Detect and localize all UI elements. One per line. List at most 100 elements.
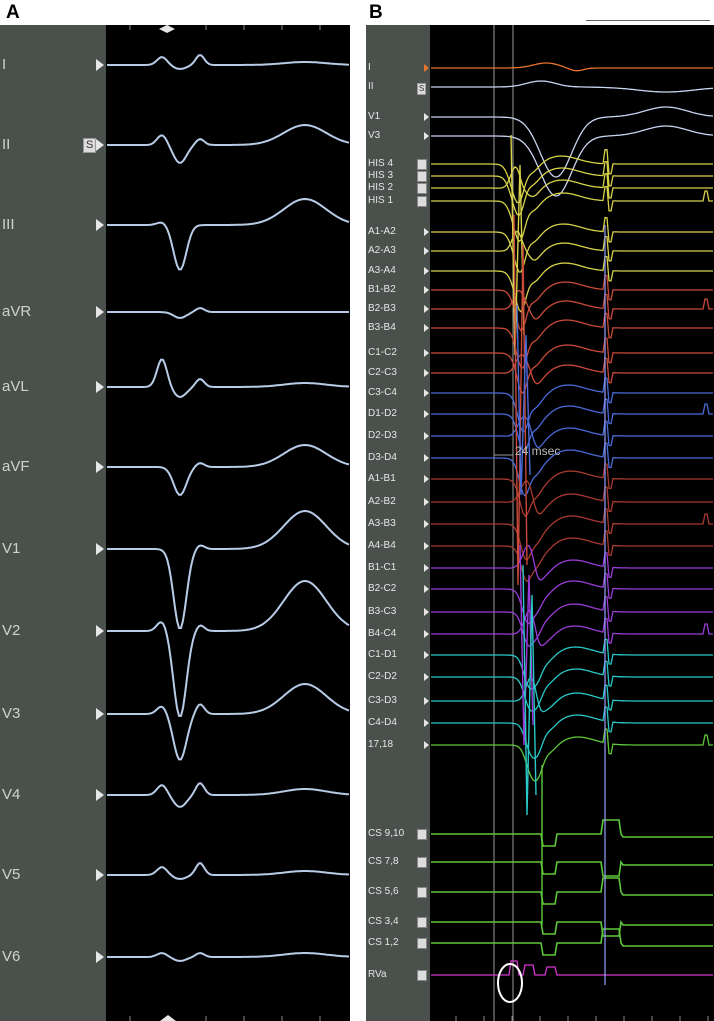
channel-trace-cs-1-2 xyxy=(431,928,713,956)
lead-marker-ii xyxy=(96,139,104,151)
ecg-trace-v6 xyxy=(107,952,350,962)
ecg-trace-ii xyxy=(107,123,350,164)
lead-label-v2: V2 xyxy=(2,622,21,639)
channel-label-c2-d2: C2-D2 xyxy=(368,671,397,682)
channel-setting-box[interactable] xyxy=(417,196,427,207)
channel-marker xyxy=(424,454,429,462)
top-rule xyxy=(586,20,710,21)
intracardiac-panel: I II V1 V3 HIS 4 HIS 3 HIS 2 HIS 1 A1-A2 A2-A3 A3-… xyxy=(366,25,714,1021)
channel-marker xyxy=(424,651,429,659)
channel-marker xyxy=(424,475,429,483)
channel-trace-a2-b2 xyxy=(431,480,713,515)
channel-marker xyxy=(424,741,429,749)
scroll-marker-top xyxy=(159,25,175,33)
channel-trace-a1-b1 xyxy=(431,463,713,517)
stimulus-badge-b: S xyxy=(417,83,427,95)
lead-label-v6: V6 xyxy=(2,948,21,965)
scroll-marker-bottom xyxy=(160,1015,176,1021)
channel-marker xyxy=(424,585,429,593)
channel-label-a1-a2: A1-A2 xyxy=(368,226,396,237)
channel-trace-v1 xyxy=(431,106,714,178)
channel-label-a4-b4: A4-B4 xyxy=(368,540,396,551)
panel-b-letter: B xyxy=(369,2,383,23)
channel-label-rva: RVa xyxy=(368,969,387,980)
channel-label-cs-1-2: CS 1,2 xyxy=(368,937,399,948)
channel-trace-ii xyxy=(431,80,714,93)
channel-label-b2-c2: B2-C2 xyxy=(368,583,397,594)
channel-label-b4-c4: B4-C4 xyxy=(368,628,397,639)
channel-setting-box[interactable] xyxy=(417,183,427,194)
channel-marker xyxy=(424,719,429,727)
ecg-trace-avf xyxy=(107,443,350,496)
channel-trace-b1-b2 xyxy=(431,274,713,332)
lead-marker-avf xyxy=(96,461,104,473)
channel-label-v1: V1 xyxy=(368,111,381,122)
channel-label-c2-c3: C2-C3 xyxy=(368,367,397,378)
lead-marker-iii xyxy=(96,219,104,231)
lead-label-avf: aVF xyxy=(2,458,30,475)
channel-trace-b3-c3 xyxy=(431,595,713,647)
channel-setting-box[interactable] xyxy=(417,970,427,981)
channel-label-i: I xyxy=(368,62,371,73)
channel-setting-box[interactable] xyxy=(417,938,427,949)
channel-trace-v3 xyxy=(431,125,714,197)
interval-measurement: 24 msec xyxy=(515,444,561,458)
channel-label-c3-c4: C3-C4 xyxy=(368,387,397,398)
lead-label-v1: V1 xyxy=(2,540,21,557)
channel-trace-b3-b4 xyxy=(431,312,713,369)
channel-label-cs-9-10: CS 9,10 xyxy=(368,828,405,839)
channel-trace-his-4 xyxy=(431,149,713,204)
channel-label-a2-a3: A2-A3 xyxy=(368,245,396,256)
annotation-circle xyxy=(497,963,523,1003)
ecg-trace-v5 xyxy=(107,862,350,880)
channel-setting-box[interactable] xyxy=(417,159,427,170)
channel-marker xyxy=(424,564,429,572)
surface-ecg-panel: I II III aVR aVL aVF V1 V2 V3 V4 V5 V6 S xyxy=(0,25,350,1021)
channel-marker xyxy=(424,286,429,294)
channel-setting-box[interactable] xyxy=(417,917,427,928)
channel-marker xyxy=(424,324,429,332)
lead-label-avr: aVR xyxy=(2,303,32,320)
channel-trace-cs-7-8 xyxy=(431,859,713,877)
channel-label-b3-b4: B3-B4 xyxy=(368,322,396,333)
channel-label-a3-a4: A3-A4 xyxy=(368,265,396,276)
channel-marker xyxy=(424,267,429,275)
channel-setting-box[interactable] xyxy=(417,829,427,840)
channel-setting-box[interactable] xyxy=(417,857,427,868)
channel-setting-box[interactable] xyxy=(417,887,427,898)
channel-marker xyxy=(424,520,429,528)
burst-stroke xyxy=(516,304,531,496)
burst-stroke xyxy=(510,134,525,356)
channel-setting-box[interactable] xyxy=(417,171,427,182)
lead-marker-v3 xyxy=(96,708,104,720)
channel-trace-c1-d1 xyxy=(431,638,713,690)
lead-marker-v6 xyxy=(96,951,104,963)
channel-trace-d2-d3 xyxy=(431,416,713,449)
channel-marker xyxy=(424,64,429,72)
channel-trace-b1-c1 xyxy=(431,545,713,581)
channel-trace-his-2 xyxy=(431,166,713,199)
channel-label-b1-b2: B1-B2 xyxy=(368,284,396,295)
stimulus-badge: S xyxy=(83,138,97,153)
channel-label-v3: V3 xyxy=(368,130,381,141)
lead-marker-i xyxy=(96,59,104,71)
channel-marker xyxy=(424,697,429,705)
channel-label-17-18: 17,18 xyxy=(368,739,394,750)
channel-label-his-2: HIS 2 xyxy=(368,182,394,193)
activation-burst xyxy=(510,134,537,816)
channel-trace-cs-5-6 xyxy=(431,877,713,905)
channel-trace-c4-d4 xyxy=(431,706,713,759)
channel-label-b3-c3: B3-C3 xyxy=(368,606,397,617)
channel-marker xyxy=(424,542,429,550)
channel-label-c3-d3: C3-D3 xyxy=(368,695,397,706)
channel-trace-his-1 xyxy=(431,185,713,243)
channel-trace-i xyxy=(431,62,713,72)
channel-trace-a4-b4 xyxy=(431,529,713,583)
lead-marker-v5 xyxy=(96,869,104,881)
channel-trace-cs-3-4 xyxy=(431,919,713,937)
channel-trace-his-3 xyxy=(431,161,713,217)
channel-trace-b2-c2 xyxy=(431,572,713,625)
channel-label-b1-c1: B1-C1 xyxy=(368,562,397,573)
channel-marker xyxy=(424,432,429,440)
channel-marker xyxy=(424,608,429,616)
